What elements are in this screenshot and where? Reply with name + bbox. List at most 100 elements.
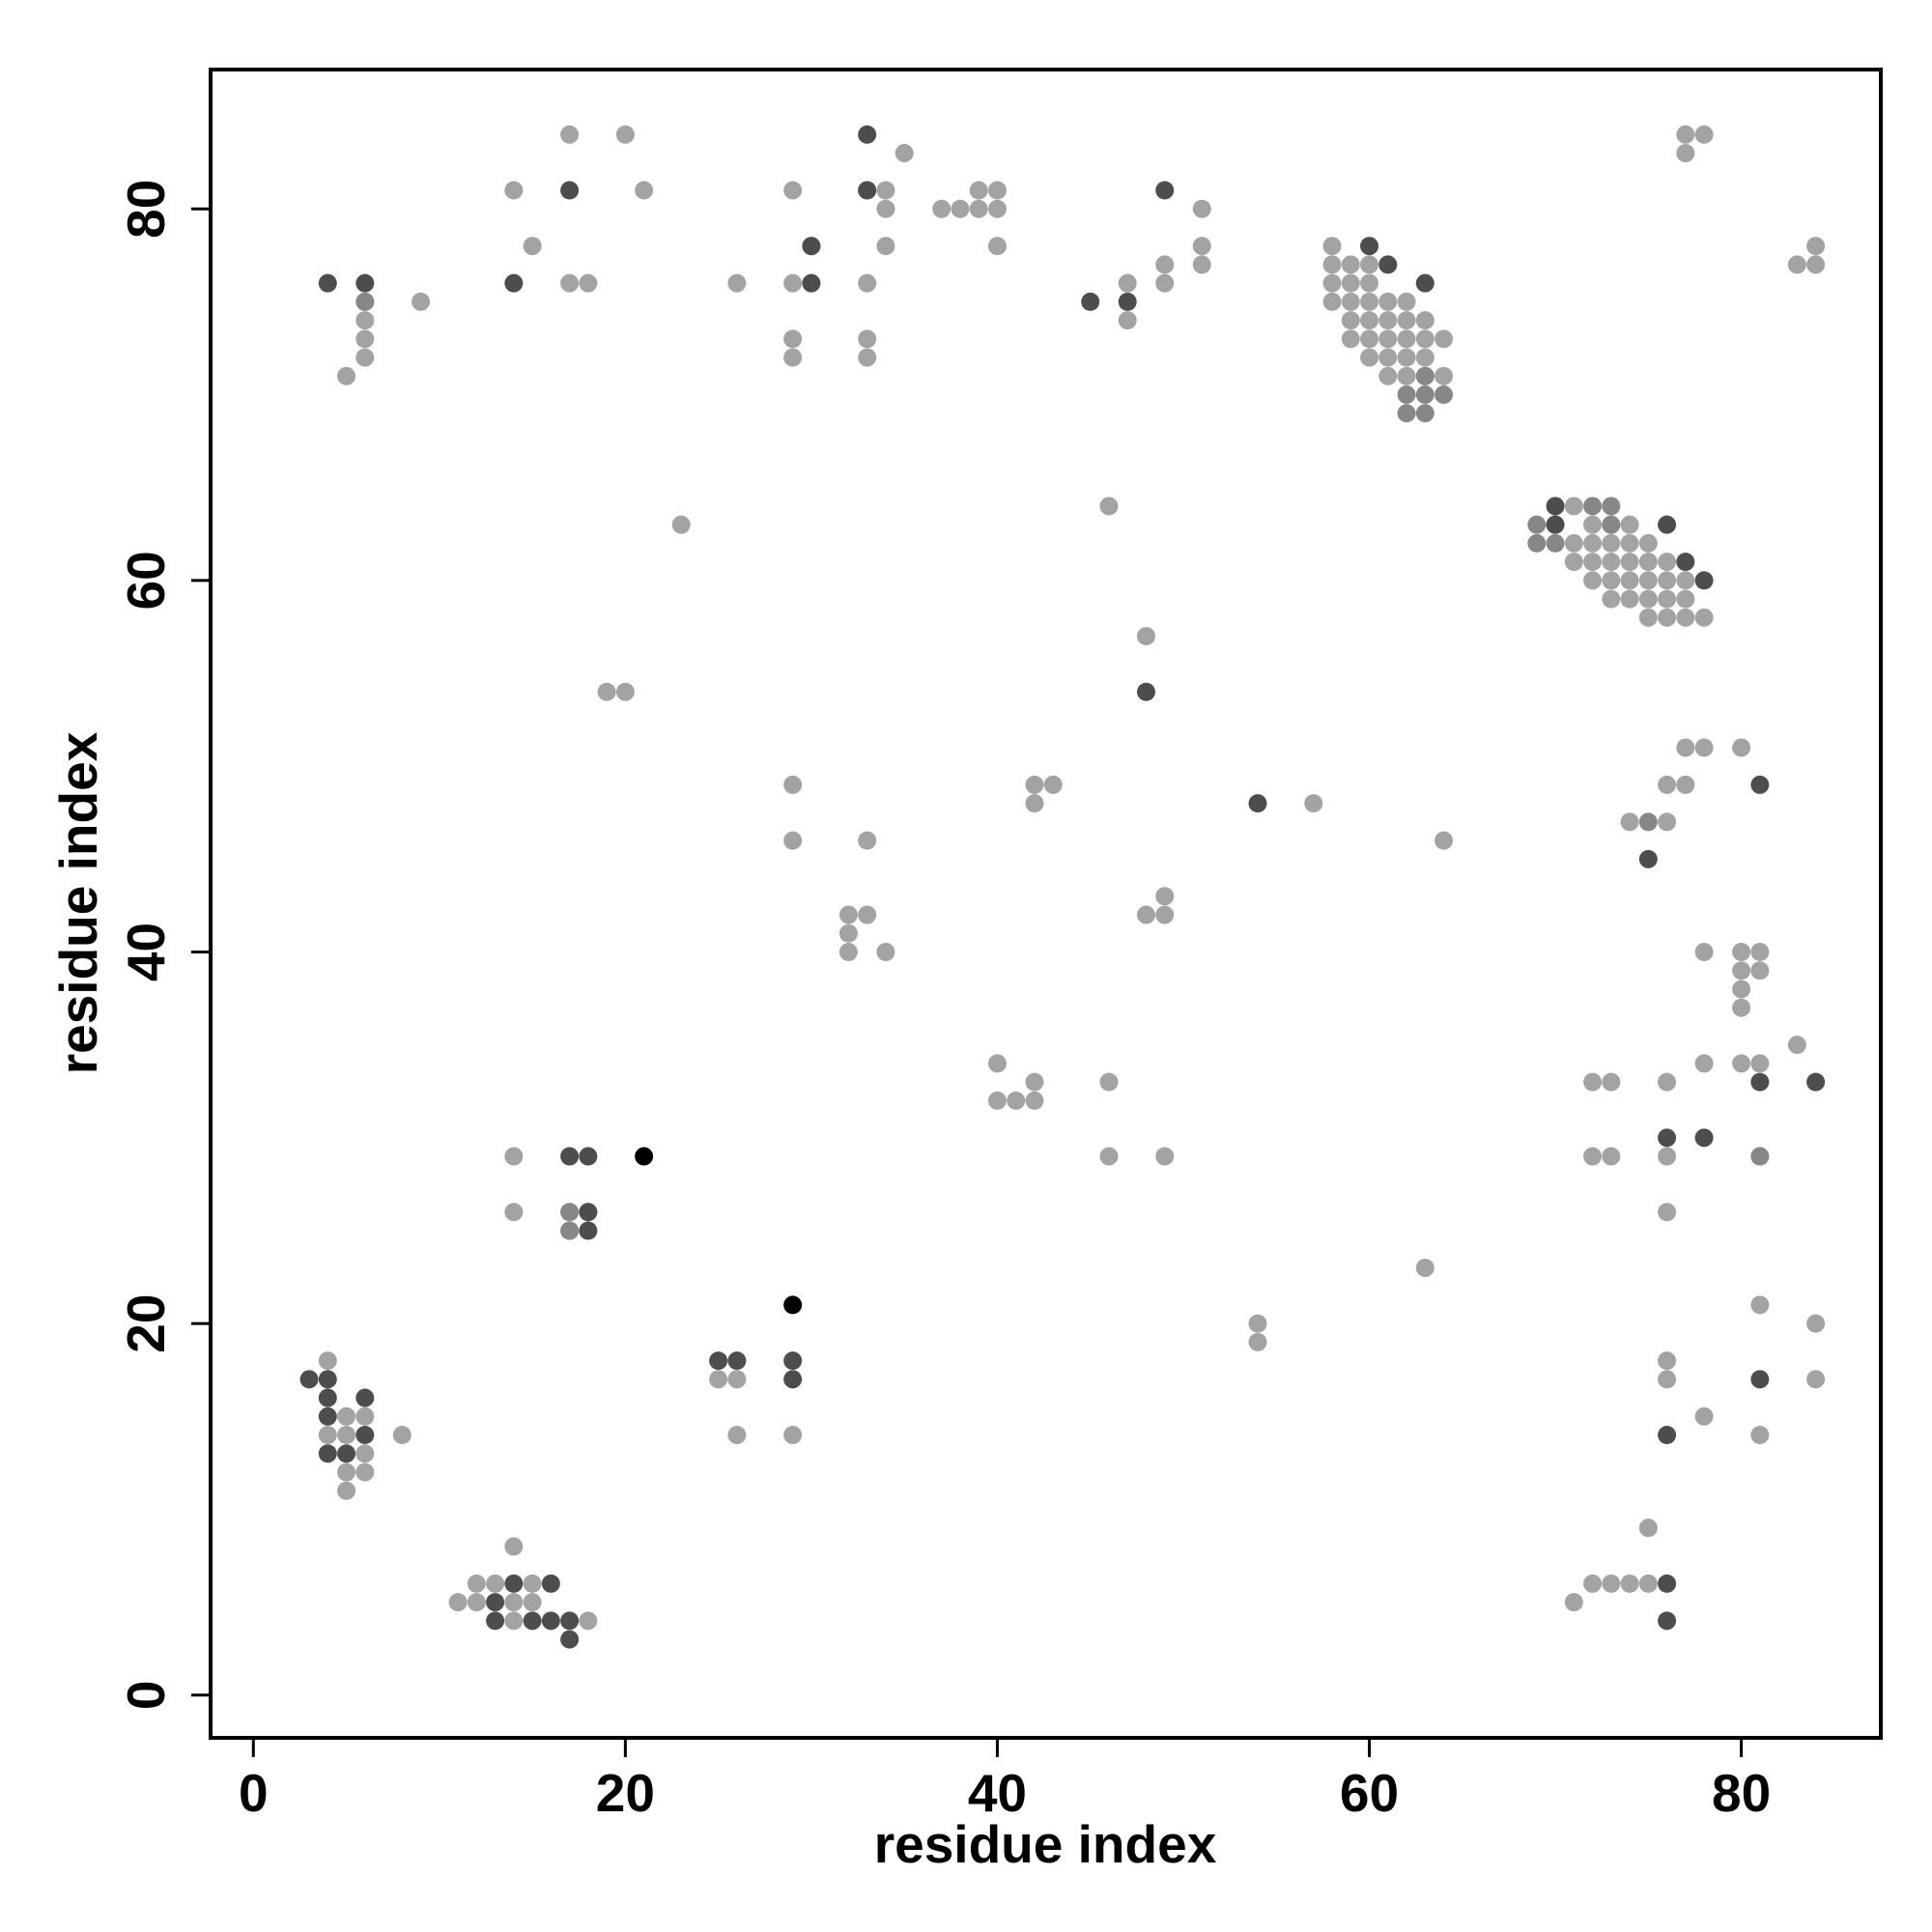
data-point <box>1806 237 1826 256</box>
data-point <box>355 1426 375 1445</box>
data-point <box>560 1203 580 1222</box>
data-point <box>1694 125 1714 144</box>
data-point <box>1658 1370 1677 1389</box>
data-point <box>987 181 1007 200</box>
data-point <box>1602 497 1621 516</box>
data-point <box>1322 237 1342 256</box>
data-point <box>448 1593 468 1612</box>
data-point <box>1658 1203 1677 1222</box>
data-point <box>858 329 877 349</box>
data-point <box>1415 366 1435 385</box>
data-point <box>1620 812 1639 832</box>
data-point <box>523 1611 542 1631</box>
data-point <box>1658 1351 1677 1371</box>
data-point <box>597 682 616 701</box>
data-point <box>783 1370 803 1389</box>
data-point <box>486 1593 505 1612</box>
data-point <box>1304 794 1323 813</box>
data-point <box>1732 998 1751 1017</box>
data-point <box>671 515 691 534</box>
data-point <box>1322 273 1342 293</box>
data-point <box>504 1537 524 1556</box>
data-point <box>1806 255 1826 274</box>
data-point <box>1360 273 1379 293</box>
data-point <box>1787 1036 1806 1055</box>
data-point <box>1118 311 1137 330</box>
data-point <box>1564 553 1583 572</box>
data-point <box>709 1370 728 1389</box>
data-point <box>987 1091 1007 1110</box>
data-point <box>504 181 524 200</box>
data-point <box>1583 1574 1603 1593</box>
data-point <box>1620 515 1639 534</box>
y-axis-label: residue index <box>48 731 108 1074</box>
data-point <box>1397 385 1416 405</box>
data-point <box>355 311 375 330</box>
data-point <box>1378 292 1398 311</box>
data-point <box>1658 1147 1677 1166</box>
data-point <box>1676 589 1695 609</box>
data-point <box>1378 329 1398 349</box>
data-point <box>1602 533 1621 553</box>
data-point <box>1378 366 1398 385</box>
data-point <box>1658 1426 1677 1445</box>
data-point <box>783 181 803 200</box>
data-point <box>1732 961 1751 980</box>
data-point <box>1378 311 1398 330</box>
data-point <box>1360 311 1379 330</box>
data-point <box>1360 329 1379 349</box>
data-point <box>523 237 542 256</box>
data-point <box>1676 125 1695 144</box>
y-tick-label: 0 <box>116 1680 176 1710</box>
data-point <box>1248 794 1267 813</box>
data-point <box>969 181 988 200</box>
data-point <box>1564 533 1583 553</box>
data-point <box>1118 292 1137 311</box>
data-point <box>560 181 580 200</box>
data-point <box>523 1574 542 1593</box>
y-tick-label: 60 <box>116 551 176 610</box>
data-point <box>579 1147 598 1166</box>
data-point <box>635 181 654 200</box>
y-tick-label: 80 <box>116 180 176 239</box>
y-axis: 0 20 40 60 80 <box>116 180 211 1710</box>
data-point <box>504 273 524 293</box>
data-point <box>1750 943 1770 962</box>
data-point <box>1732 980 1751 999</box>
data-point <box>1658 608 1677 627</box>
data-point <box>783 1351 803 1371</box>
data-point <box>1620 1574 1639 1593</box>
data-point <box>1638 571 1658 590</box>
data-point <box>1378 255 1398 274</box>
data-point <box>504 1574 524 1593</box>
data-point <box>1043 775 1063 794</box>
data-point <box>858 125 877 144</box>
data-point <box>1360 255 1379 274</box>
data-point <box>1155 255 1175 274</box>
data-point <box>486 1611 505 1631</box>
data-point <box>858 273 877 293</box>
data-point <box>1732 738 1751 757</box>
data-point <box>1694 1406 1714 1426</box>
data-point <box>1025 1072 1044 1092</box>
data-point <box>876 199 895 218</box>
data-point <box>727 1426 747 1445</box>
x-axis-label: residue index <box>874 1814 1217 1874</box>
data-point <box>355 1463 375 1482</box>
data-point <box>727 1351 747 1371</box>
data-point <box>1341 273 1360 293</box>
data-point <box>392 1426 412 1445</box>
data-point <box>1435 329 1454 349</box>
data-point <box>1638 812 1658 832</box>
data-point <box>355 348 375 367</box>
data-point <box>504 1593 524 1612</box>
data-point <box>615 125 635 144</box>
data-point <box>467 1593 486 1612</box>
data-point <box>1546 533 1565 553</box>
data-point <box>783 775 803 794</box>
data-point <box>1415 385 1435 405</box>
data-point <box>560 1147 580 1166</box>
data-point <box>838 905 858 924</box>
data-point <box>1415 1258 1435 1277</box>
